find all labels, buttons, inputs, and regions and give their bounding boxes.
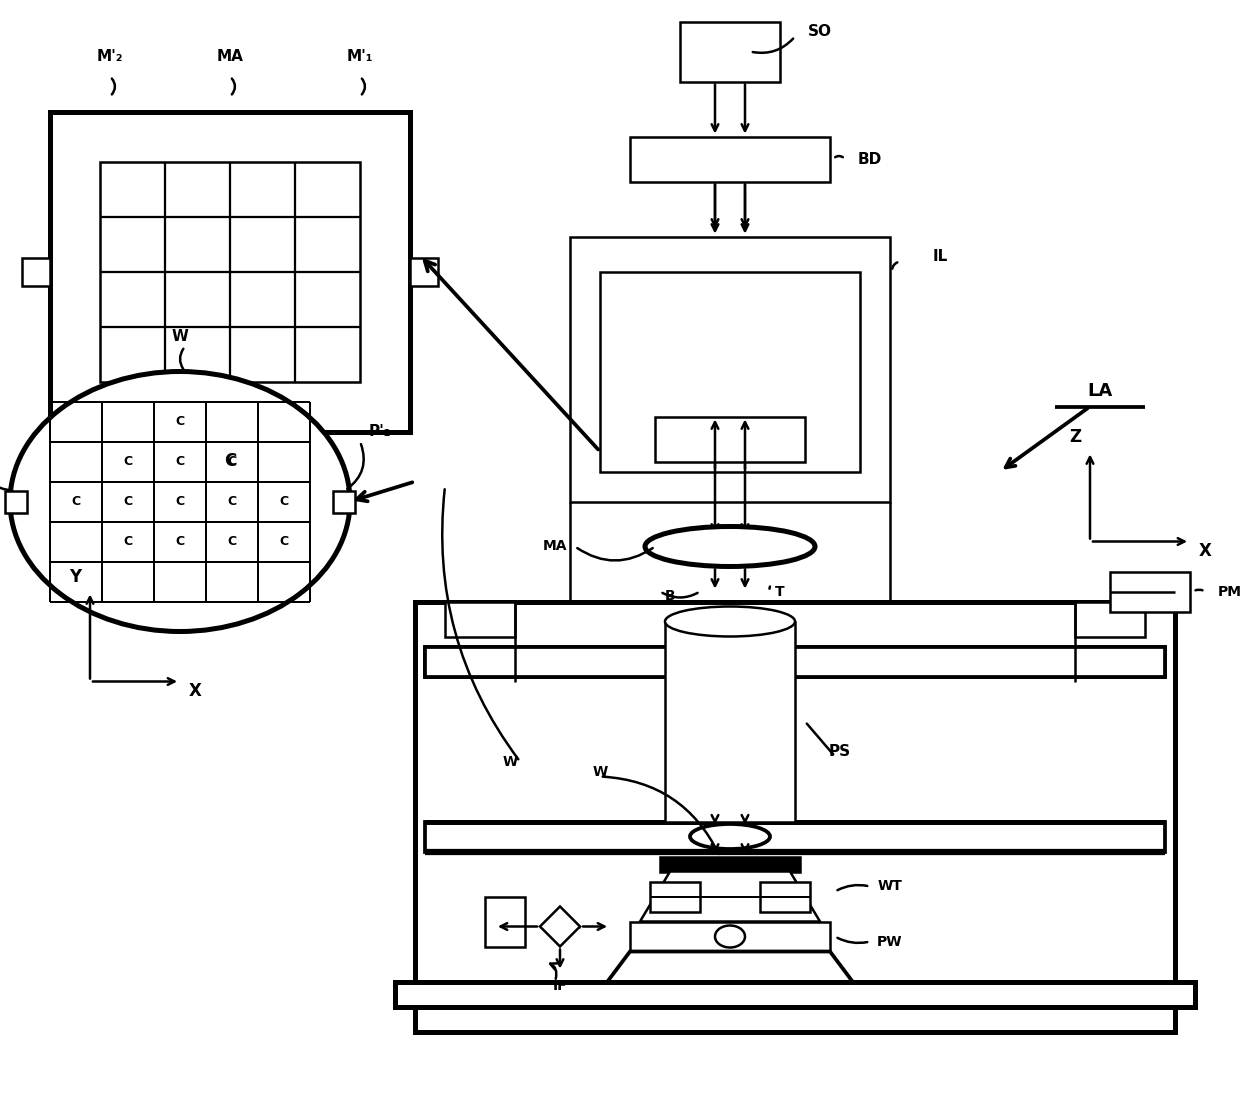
Text: M'₁: M'₁ [347,49,373,64]
Bar [485,897,525,946]
Text: C: C [124,456,133,468]
Bar [1110,571,1190,611]
Bar [630,921,830,952]
Polygon shape [640,871,820,921]
Bar [410,257,438,286]
Text: C: C [72,495,81,508]
Polygon shape [539,907,580,946]
Text: C: C [124,495,133,508]
Ellipse shape [689,824,770,849]
Ellipse shape [715,925,745,947]
Bar [760,881,810,911]
Text: P'₂: P'₂ [368,424,392,439]
Bar [100,161,360,382]
Text: BD: BD [858,151,882,167]
Text: C: C [279,495,289,508]
Text: C: C [175,456,185,468]
Text: WT: WT [878,879,903,893]
Text: Y: Y [69,568,81,586]
Text: C: C [227,456,237,468]
Bar [425,646,1166,676]
Text: X: X [188,683,201,700]
Bar [22,257,50,286]
Bar [445,601,515,636]
Ellipse shape [645,526,815,567]
Text: LA: LA [1087,383,1112,400]
Text: Z: Z [1069,428,1081,446]
Bar [600,271,861,471]
Bar [665,621,795,822]
Text: C: C [175,495,185,508]
Bar [425,822,1166,852]
Text: M'₂: M'₂ [97,49,123,64]
Text: IF: IF [553,979,568,994]
Text: PM: PM [1218,585,1240,599]
Text: W: W [593,764,608,779]
Text: W: W [171,329,188,344]
Text: W: W [502,754,517,769]
Text: PS: PS [828,745,851,759]
Bar [680,21,780,82]
Bar [334,491,355,513]
Text: B: B [665,589,676,603]
Text: MA: MA [543,539,567,554]
Ellipse shape [10,372,350,632]
Text: T: T [775,585,785,599]
Bar [630,137,830,182]
Polygon shape [600,952,861,992]
Ellipse shape [665,607,795,636]
Text: IL: IL [932,249,947,264]
Text: MA: MA [217,49,243,64]
Bar [5,491,27,513]
Text: C: C [227,535,237,548]
Bar [1075,601,1145,636]
Text: SO: SO [808,24,832,39]
Text: C: C [175,535,185,548]
Text: C: C [124,535,133,548]
Text: C: C [227,495,237,508]
Text: X: X [1199,543,1211,560]
Bar [650,881,701,911]
Bar [396,982,1195,1007]
Bar [50,111,410,431]
Text: C: C [175,415,185,428]
Bar [425,646,1166,676]
Text: PW: PW [877,934,903,949]
Bar [660,857,800,871]
Text: C: C [279,535,289,548]
Bar [415,601,1176,1031]
Bar [655,417,805,461]
Text: C: C [224,452,236,471]
Bar [570,236,890,502]
